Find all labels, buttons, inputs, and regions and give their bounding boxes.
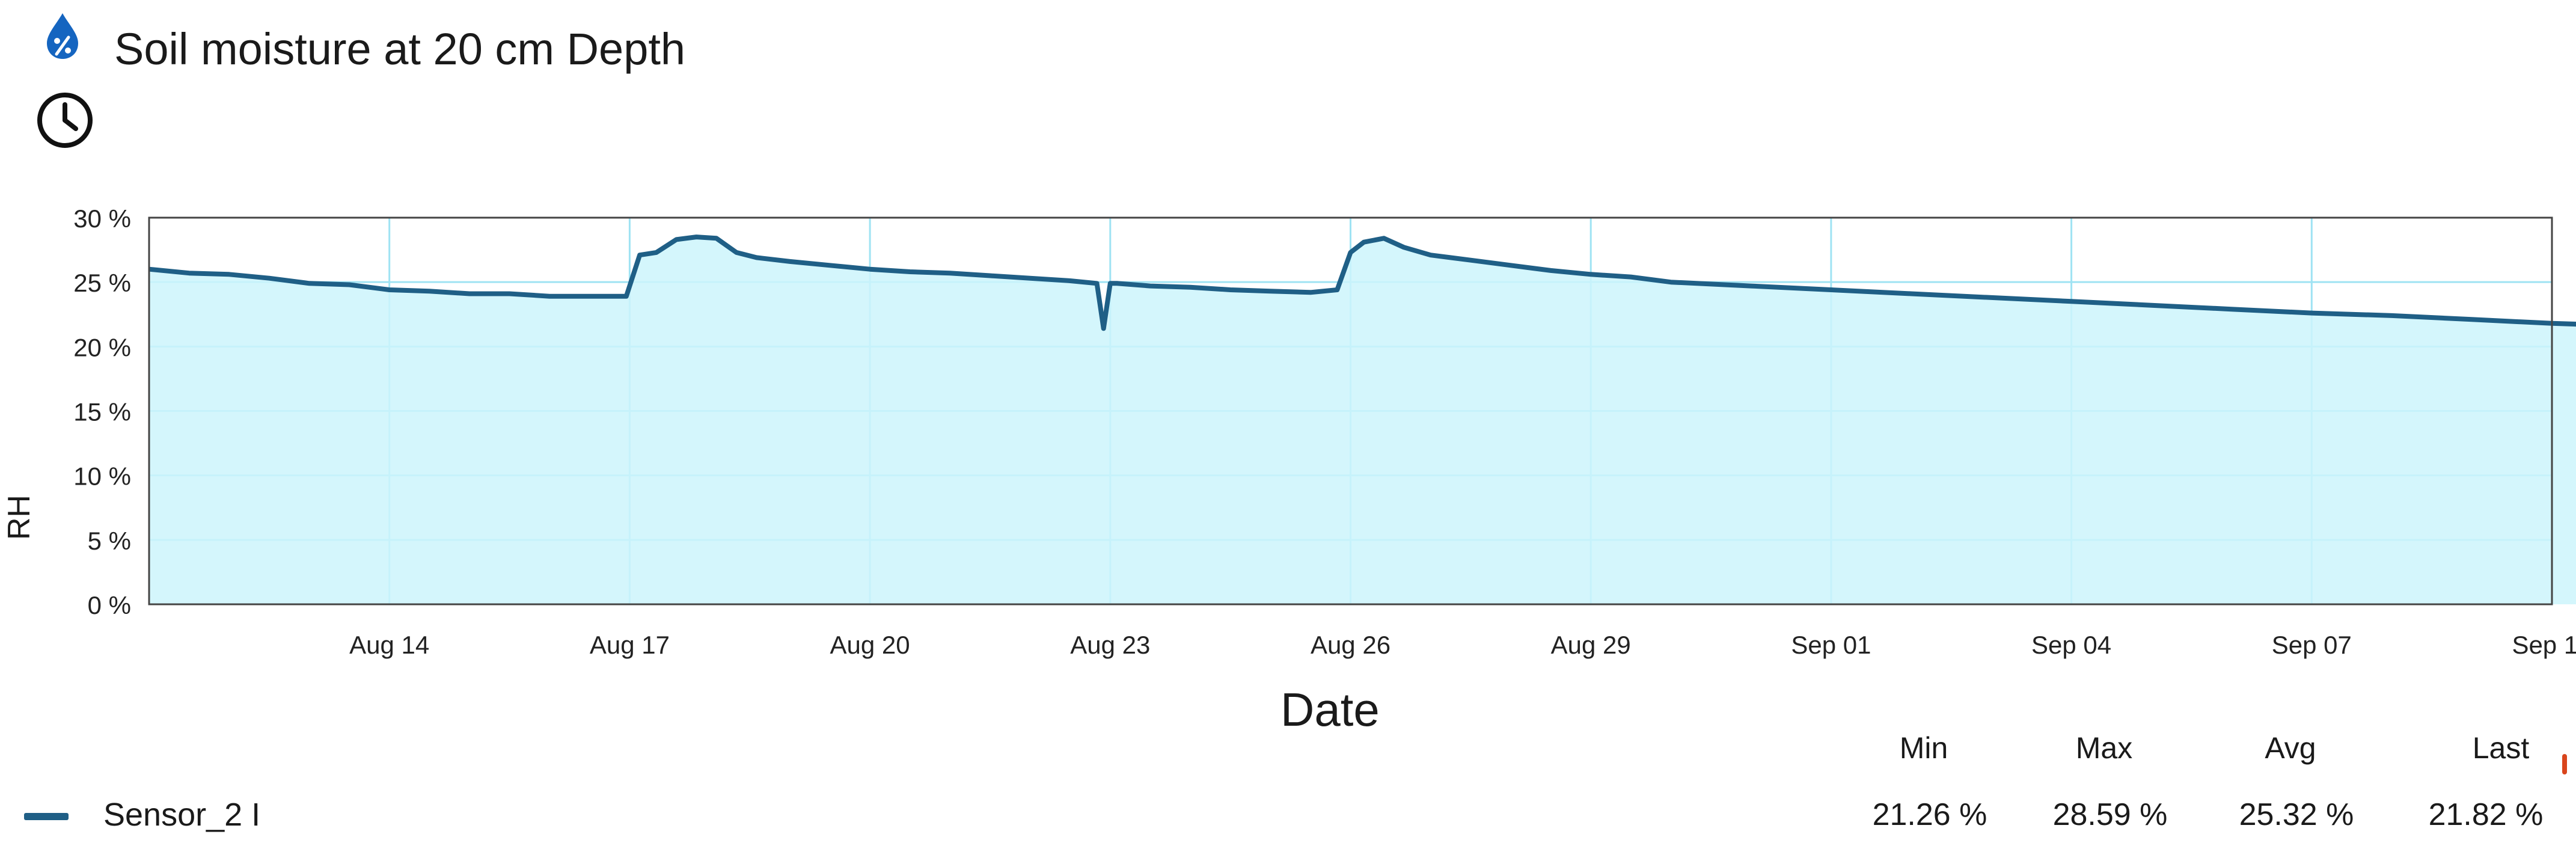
x-tick-label: Aug 20 xyxy=(830,631,910,659)
stat-header-last: Last xyxy=(2472,731,2530,765)
water-drop-percent-icon xyxy=(47,13,78,59)
x-tick-label: Aug 17 xyxy=(590,631,670,659)
y-tick-label: 25 % xyxy=(73,269,131,297)
stat-header-min: Min xyxy=(1899,731,1948,765)
stat-header-avg: Avg xyxy=(2265,731,2316,765)
y-tick-label: 30 % xyxy=(73,204,131,233)
legend-swatch[interactable] xyxy=(24,813,69,820)
sensor-2-area xyxy=(149,237,2576,604)
y-axis-title: RH xyxy=(2,494,37,540)
y-tick-label: 5 % xyxy=(88,527,131,555)
x-tick-label: Aug 26 xyxy=(1311,631,1390,659)
stat-last-value: 21.82 % xyxy=(2428,797,2544,832)
y-tick-label: 10 % xyxy=(73,462,131,491)
x-tick-label: Sep 07 xyxy=(2272,631,2352,659)
x-tick-label: Aug 14 xyxy=(349,631,429,659)
x-tick-label: Aug 23 xyxy=(1070,631,1150,659)
legend-series-label[interactable]: Sensor_2 I xyxy=(103,797,261,833)
x-tick-label: Sep 01 xyxy=(1791,631,1871,659)
stat-max-value: 28.59 % xyxy=(2052,797,2168,832)
clock-icon[interactable] xyxy=(35,90,95,150)
sensor-2-line xyxy=(148,235,2576,331)
plot-frame xyxy=(148,216,2553,605)
stat-header-max: Max xyxy=(2075,731,2133,765)
stat-min-value: 21.26 % xyxy=(1872,797,1987,832)
y-tick-label: 0 % xyxy=(88,591,131,619)
x-axis-title: Date xyxy=(1280,683,1380,736)
y-tick-label: 15 % xyxy=(73,398,131,426)
x-tick-label: Sep 04 xyxy=(2031,631,2111,659)
chart-title: Soil moisture at 20 cm Depth xyxy=(114,24,686,74)
y-tick-label: 20 % xyxy=(73,333,131,361)
x-tick-label: Aug 29 xyxy=(1551,631,1631,659)
corner-marker xyxy=(2562,754,2567,774)
x-tick-label: Sep 10 xyxy=(2512,631,2576,659)
stat-avg-value: 25.32 % xyxy=(2239,797,2354,832)
